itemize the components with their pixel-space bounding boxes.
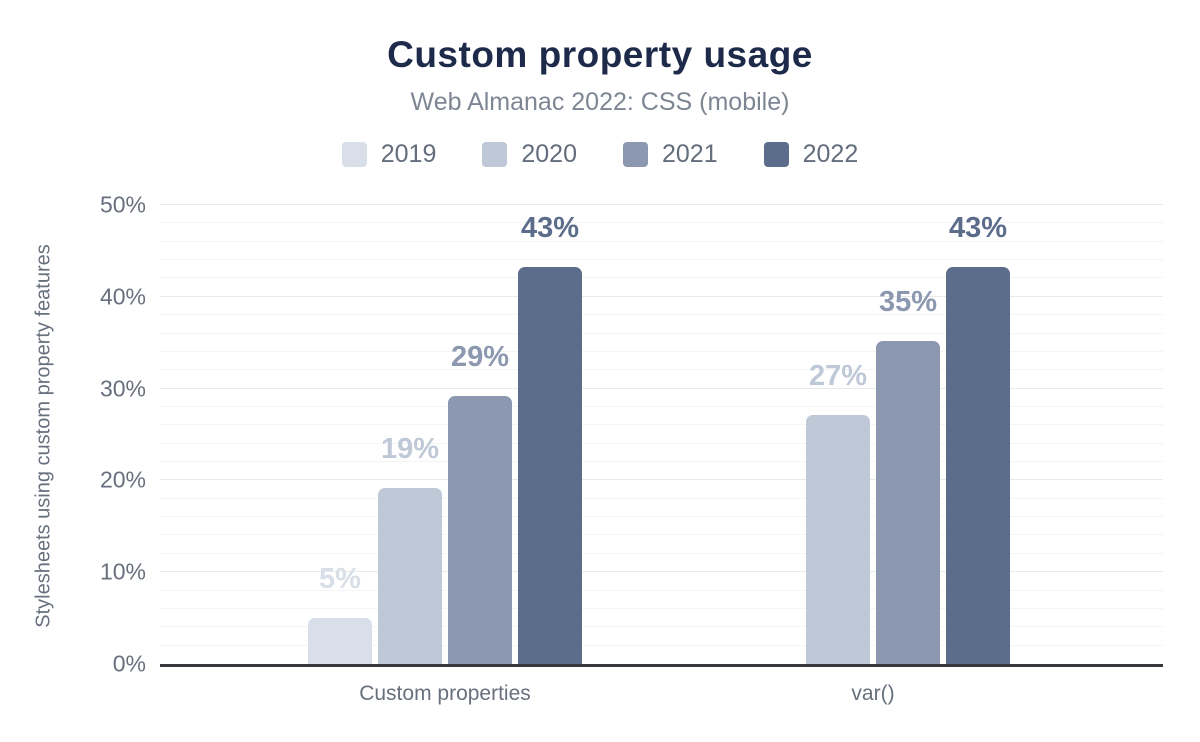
gridline <box>160 461 1163 463</box>
gridline <box>160 442 1163 444</box>
gridline <box>160 369 1163 371</box>
bar-value-label: 35% <box>878 285 938 318</box>
bar-group-var: 27% 35% 43% <box>736 205 1010 664</box>
gridline <box>160 644 1163 646</box>
bar-2021 <box>448 396 512 664</box>
chart-title: Custom property usage <box>387 34 813 75</box>
bar-2020 <box>806 414 870 664</box>
x-category-label: Custom properties <box>359 682 531 705</box>
bar-2019 <box>308 617 372 664</box>
bar-slot: 29% <box>448 205 512 664</box>
bar-2022 <box>946 266 1010 664</box>
y-tick-label: 50% <box>99 191 146 218</box>
legend-item-2020: 2020 <box>482 140 577 169</box>
bar-group-custom-properties: 5% 19% 29% 43% <box>308 205 582 664</box>
y-axis-title: Stylesheets using custom property featur… <box>32 244 55 628</box>
gridline <box>160 350 1163 352</box>
bar-value-label: 43% <box>520 211 580 244</box>
legend-label: 2019 <box>380 140 437 168</box>
gridline <box>160 277 1163 279</box>
bar-value-label: 43% <box>948 211 1008 244</box>
bar-value-label: 5% <box>319 562 361 595</box>
plot-area: 0% 10% 20% 30% 40% 50% 5% 19% 29% 43% 27% 35% 43% <box>100 192 1163 677</box>
y-tick-label: 40% <box>99 283 146 310</box>
legend-swatch-2020 <box>482 142 508 167</box>
gridline <box>160 222 1163 224</box>
gridline <box>160 479 1163 481</box>
x-category-label: var() <box>851 682 895 705</box>
gridline <box>160 497 1163 499</box>
y-tick-label: 30% <box>99 375 146 402</box>
bar-value-label: 19% <box>380 433 440 466</box>
gridline <box>160 516 1163 518</box>
legend-item-2021: 2021 <box>623 140 718 169</box>
gridline <box>160 314 1163 316</box>
y-tick-label: 0% <box>112 650 146 677</box>
legend-item-2019: 2019 <box>341 140 437 169</box>
bar-2021 <box>876 340 940 664</box>
bar-2022 <box>518 266 582 664</box>
bar-2020 <box>378 488 442 664</box>
legend-label: 2022 <box>802 140 859 168</box>
gridline <box>160 589 1163 591</box>
legend-label: 2020 <box>521 140 577 168</box>
legend-swatch-2021 <box>623 142 648 167</box>
bar-slot: 43% <box>946 205 1010 664</box>
gridline <box>160 534 1163 536</box>
legend-item-2022: 2022 <box>763 140 859 169</box>
gridline <box>160 405 1163 407</box>
bar-value-label: 27% <box>808 359 868 392</box>
y-tick-label: 20% <box>99 466 146 493</box>
gridline <box>160 607 1163 609</box>
gridline <box>160 204 1163 205</box>
gridline <box>160 259 1163 261</box>
bar-slot: 35% <box>876 205 940 664</box>
legend-label: 2021 <box>662 140 718 168</box>
legend-swatch-2019 <box>341 142 367 167</box>
gridline <box>160 240 1163 242</box>
bar-slot <box>736 205 800 664</box>
bar-slot: 43% <box>518 205 582 664</box>
gridline <box>160 571 1163 573</box>
bar-value-label: 29% <box>450 341 510 374</box>
gridline <box>160 387 1163 389</box>
gridline <box>160 626 1163 628</box>
gridline <box>160 332 1163 334</box>
bar-slot: 5% <box>308 205 372 664</box>
legend: 2019 2020 2021 2022 <box>0 140 1200 169</box>
legend-swatch-2022 <box>763 142 789 167</box>
bar-slot: 19% <box>378 205 442 664</box>
bar-slot: 27% <box>806 205 870 664</box>
y-tick-label: 10% <box>99 558 146 585</box>
gridline <box>160 295 1163 297</box>
gridline <box>160 424 1163 426</box>
gridline <box>160 552 1163 554</box>
chart-subtitle: Web Almanac 2022: CSS (mobile) <box>410 88 790 116</box>
